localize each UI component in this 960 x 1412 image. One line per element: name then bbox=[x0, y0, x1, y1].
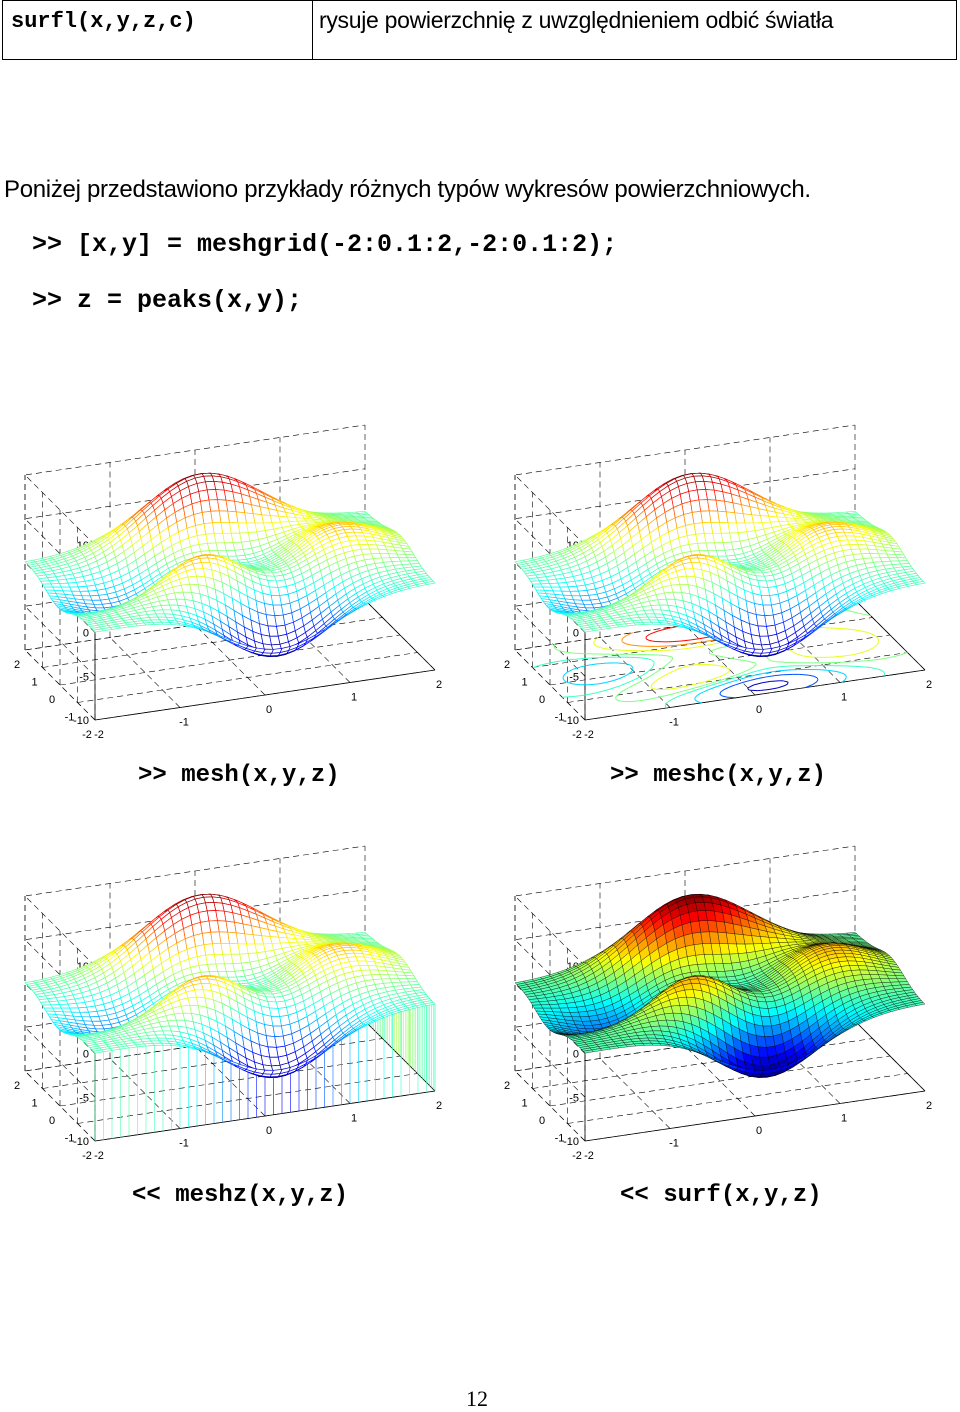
x-tick-label: 0 bbox=[266, 1125, 272, 1137]
y-tick-label: 2 bbox=[504, 659, 510, 671]
z-tick-label: 0 bbox=[83, 628, 89, 640]
description-cell: rysuje powierzchnię z uwzględnieniem odb… bbox=[319, 7, 834, 33]
command-table: surfl(x,y,z,c) rysuje powierzchnię z uwz… bbox=[2, 0, 957, 60]
y-tick-label: 2 bbox=[14, 1080, 20, 1092]
z-tick-label: -10 bbox=[563, 715, 579, 727]
z-tick-label: 0 bbox=[573, 628, 579, 640]
caption-meshz: << meshz(x,y,z) bbox=[132, 1182, 349, 1209]
z-tick-label: -5 bbox=[569, 671, 579, 683]
z-tick-label: -10 bbox=[73, 715, 89, 727]
surface-mesh bbox=[514, 472, 926, 658]
code-line-peaks: >> z = peaks(x,y); bbox=[32, 286, 303, 315]
y-tick-label: -2 bbox=[82, 1150, 92, 1162]
y-tick-label: 0 bbox=[49, 1115, 55, 1127]
y-tick-label: -1 bbox=[555, 712, 565, 724]
caption-surf: << surf(x,y,z) bbox=[620, 1182, 822, 1209]
x-tick-label: -2 bbox=[94, 729, 104, 741]
x-tick-label: -1 bbox=[179, 717, 189, 729]
x-tick-label: 1 bbox=[351, 1113, 357, 1125]
caption-mesh: >> mesh(x,y,z) bbox=[138, 762, 340, 789]
y-tick-label: -2 bbox=[82, 729, 92, 741]
x-tick-label: 1 bbox=[351, 692, 357, 704]
surface-mesh bbox=[514, 893, 926, 1078]
z-tick-label: 0 bbox=[83, 1049, 89, 1061]
x-tick-label: 2 bbox=[926, 679, 932, 691]
intro-text: Poniżej przedstawiono przykłady różnych … bbox=[4, 176, 811, 203]
y-tick-label: 1 bbox=[31, 1098, 37, 1110]
y-tick-label: 2 bbox=[14, 659, 20, 671]
surface-mesh bbox=[24, 472, 436, 658]
x-tick-label: -1 bbox=[179, 1138, 189, 1150]
x-tick-label: -1 bbox=[669, 717, 679, 729]
x-tick-label: 1 bbox=[841, 1113, 847, 1125]
surface-mesh bbox=[24, 893, 436, 1141]
caption-meshc: >> meshc(x,y,z) bbox=[610, 762, 827, 789]
x-tick-label: 1 bbox=[841, 692, 847, 704]
x-tick-label: 2 bbox=[436, 1100, 442, 1112]
y-tick-label: 1 bbox=[521, 1098, 527, 1110]
z-tick-label: -5 bbox=[79, 671, 89, 683]
x-tick-label: 2 bbox=[436, 679, 442, 691]
y-tick-label: -2 bbox=[572, 1150, 582, 1162]
x-tick-label: 0 bbox=[756, 1125, 762, 1137]
code-line-meshgrid: >> [x,y] = meshgrid(-2:0.1:2,-2:0.1:2); bbox=[32, 230, 618, 259]
x-tick-label: -1 bbox=[669, 1138, 679, 1150]
x-tick-label: -2 bbox=[94, 1150, 104, 1162]
y-tick-label: -2 bbox=[572, 729, 582, 741]
z-tick-label: -5 bbox=[569, 1092, 579, 1104]
y-tick-label: 2 bbox=[504, 1080, 510, 1092]
y-tick-label: -1 bbox=[65, 1133, 75, 1145]
y-tick-label: -1 bbox=[555, 1133, 565, 1145]
z-tick-label: 0 bbox=[573, 1049, 579, 1061]
y-tick-label: 1 bbox=[521, 677, 527, 689]
z-tick-label: -10 bbox=[73, 1136, 89, 1148]
z-tick-label: -10 bbox=[563, 1136, 579, 1148]
page-number: 12 bbox=[466, 1386, 488, 1411]
y-tick-label: -1 bbox=[65, 712, 75, 724]
x-tick-label: 0 bbox=[266, 704, 272, 716]
y-tick-label: 1 bbox=[31, 677, 37, 689]
x-tick-label: -2 bbox=[584, 729, 594, 741]
x-tick-label: 0 bbox=[756, 704, 762, 716]
y-tick-label: 0 bbox=[539, 1115, 545, 1127]
x-tick-label: -2 bbox=[584, 1150, 594, 1162]
y-tick-label: 0 bbox=[539, 694, 545, 706]
x-tick-label: 2 bbox=[926, 1100, 932, 1112]
y-tick-label: 0 bbox=[49, 694, 55, 706]
z-tick-label: -5 bbox=[79, 1092, 89, 1104]
command-cell: surfl(x,y,z,c) bbox=[3, 1, 313, 59]
